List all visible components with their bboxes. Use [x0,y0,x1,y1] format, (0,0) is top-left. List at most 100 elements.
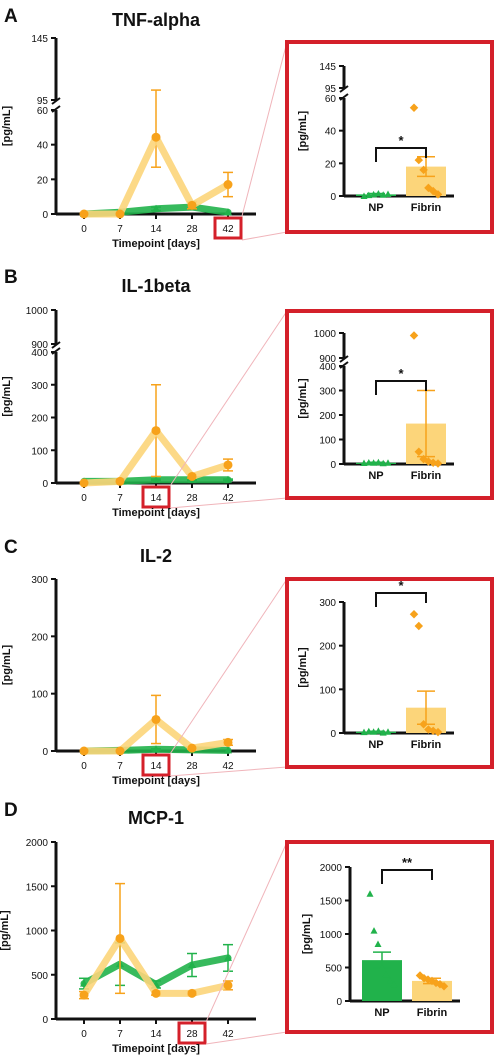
data-point-fibrin-a [79,209,89,219]
y-axis-label-inset-c: [pg/mL] [297,647,309,688]
y-axis-label-b: [pg/mL] [1,376,13,417]
x-tick-label-inset-b: NP [368,470,383,482]
data-point-np-inset-d [382,970,390,978]
data-point-np-a [152,204,160,212]
y-tick-label-a: 20 [37,175,49,186]
y-tick-label-a: 0 [42,210,48,221]
y-tick-label-b: 1000 [26,306,49,317]
y-tick-label-inset-d: 500 [325,964,342,975]
y-tick-label-inset-c: 100 [319,685,336,696]
x-tick-label-d: 28 [186,1029,198,1040]
data-point-np-c [224,746,232,754]
data-point-np-d [80,979,88,987]
y-tick-label-d: 500 [31,971,48,982]
data-point-np-inset-c [384,728,392,735]
zoom-connector-d [205,1031,288,1045]
y-tick-label-b: 900 [31,340,48,351]
data-point-fibrin-a [187,200,197,210]
panel-c: C IL-2 0 100 200 300 [pg/mL] 0 7 14 28 42 Timepoin… [1,537,494,787]
y-tick-label-b: 300 [31,381,48,392]
y-tick-label-inset-d: 1500 [320,897,343,908]
y-tick-label-b: 400 [31,348,48,359]
data-point-np-inset-b [379,459,387,467]
y-tick-label-inset-b: 400 [319,362,336,373]
data-point-np-inset-d [390,980,398,988]
data-point-np-inset-c [374,727,382,734]
chart-title-c: IL-2 [140,546,172,566]
data-point-fibrin-inset-c [433,727,443,737]
x-axis-label-c: Timepoint [days] [112,775,200,787]
y-tick-label-inset-d: 0 [336,997,342,1008]
y-tick-label-inset-d: 2000 [320,863,343,874]
data-point-fibrin-b [79,478,89,488]
data-point-np-a [224,208,232,216]
data-point-np-inset-b [370,459,378,466]
zoom-connector-b [169,497,288,509]
data-point-fibrin-a [223,180,233,190]
panel-letter-c: C [4,537,18,558]
zoom-connector-d [205,841,288,1023]
x-tick-label-b: 42 [222,493,234,504]
y-axis-label-inset-a: [pg/mL] [297,111,309,152]
x-tick-label-c: 7 [117,761,123,772]
x-tick-label-b: 0 [81,493,87,504]
y-tick-label-inset-a: 40 [325,127,337,138]
x-axis-label-d: Timepoint [days] [112,1043,200,1055]
data-point-fibrin-inset-a [419,165,428,175]
y-tick-label-b: 0 [42,479,48,490]
x-tick-label-inset-d: NP [374,1007,389,1019]
data-point-np-b [224,475,232,483]
data-point-fibrin-a [115,209,125,219]
y-axis-label-inset-b: [pg/mL] [297,378,309,419]
panel-letter-d: D [4,800,18,821]
data-point-np-inset-d [374,940,382,948]
y-tick-label-inset-b: 1000 [314,329,337,340]
significance-label-d: ** [402,855,413,870]
significance-bracket-b [375,380,427,395]
data-point-fibrin-c [187,743,197,753]
panel-d: D MCP-1 0 500 1000 1500 2000 [pg/mL] 0 7 14 28 42 T… [0,800,494,1055]
panel-letter-b: B [4,267,18,288]
y-tick-label-inset-a: 95 [325,84,337,95]
y-tick-label-inset-a: 20 [325,159,337,170]
data-point-fibrin-inset-a [409,103,419,113]
data-point-fibrin-b [151,426,161,436]
y-tick-label-inset-a: 0 [330,192,336,203]
x-tick-label-b: 28 [186,493,198,504]
x-tick-label-inset-a: NP [368,202,383,214]
data-point-fibrin-inset-a [433,190,443,199]
data-point-np-d [188,961,196,969]
y-tick-label-inset-b: 0 [330,460,336,471]
significance-label-c: * [398,578,404,593]
zoom-connector-a [241,41,288,217]
data-point-fibrin-c [151,714,161,724]
y-tick-label-c: 200 [31,632,48,643]
panel-letter-a: A [4,6,18,27]
inset-chart-c: 0 100 200 300 [pg/mL] NP Fibrin * [285,577,494,769]
data-point-np-inset-d [366,890,374,897]
data-point-fibrin-d [115,933,125,943]
inset-frame-c [285,577,494,769]
y-axis-label-d: [pg/mL] [0,910,11,951]
data-point-fibrin-c [223,737,233,747]
data-point-np-b [152,475,160,483]
inset-chart-d: 0 500 1000 1500 2000 [pg/mL] NP Fibrin ** [285,840,494,1034]
y-tick-label-inset-b: 200 [319,411,336,422]
highlight-box-d [177,1021,207,1045]
data-point-np-d [224,953,232,961]
x-tick-label-a: 7 [117,224,123,235]
data-point-np-inset-a [384,190,392,198]
y-tick-label-a: 60 [37,106,49,117]
x-tick-label-b: 7 [117,493,123,504]
y-tick-label-d: 1500 [26,882,49,893]
chart-title-d: MCP-1 [128,808,184,828]
x-tick-label-a: 0 [81,224,87,235]
y-tick-label-a: 40 [37,141,49,152]
x-axis-label-b: Timepoint [days] [112,507,200,519]
y-tick-label-c: 300 [31,575,48,586]
data-point-fibrin-inset-b [433,459,443,468]
data-point-fibrin-inset-b [409,331,419,340]
y-tick-label-inset-c: 300 [319,598,336,609]
